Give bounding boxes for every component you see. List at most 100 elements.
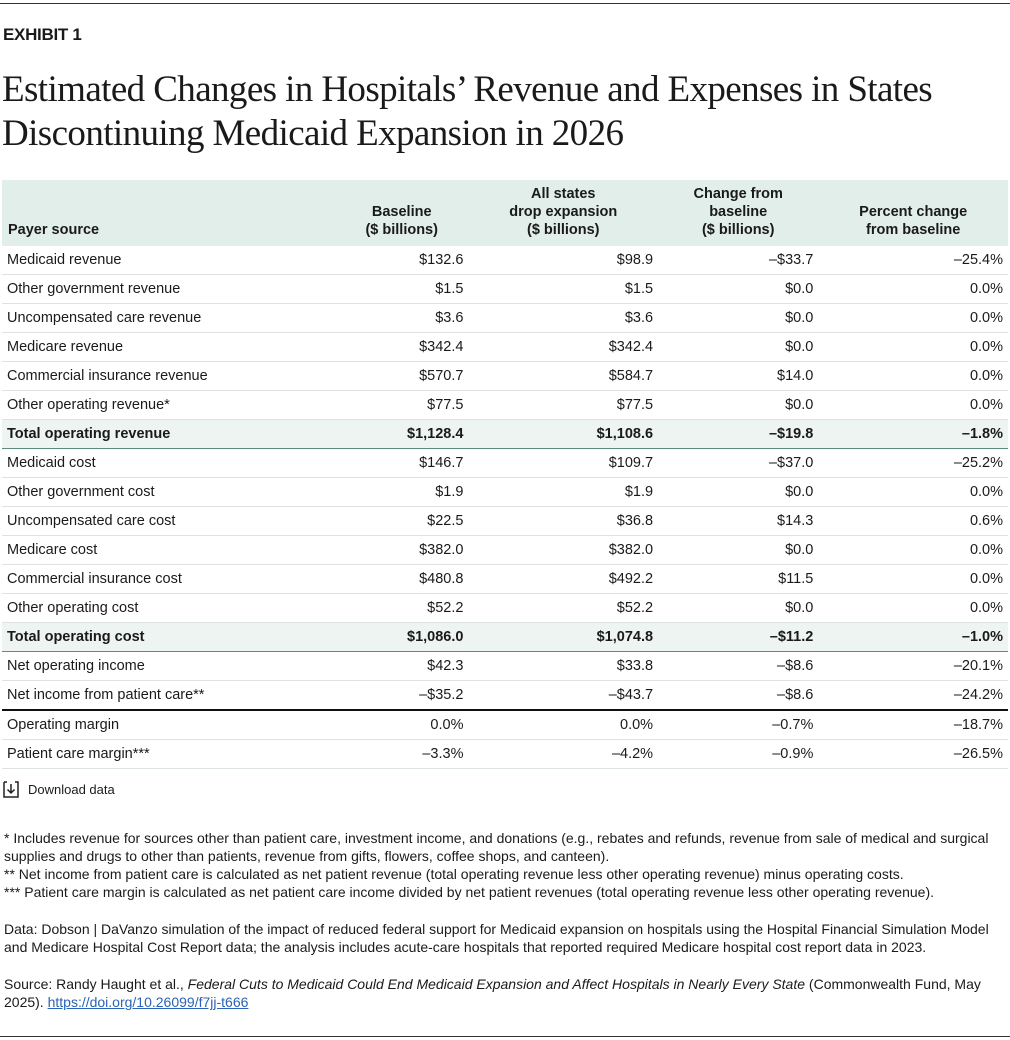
row-label: Medicare cost <box>2 535 335 565</box>
download-text[interactable]: Download data <box>28 782 115 797</box>
title: Estimated Changes in Hospitals’ Revenue … <box>2 69 933 154</box>
row-label: Total operating cost <box>2 622 335 652</box>
table-row: Medicare cost $382.0 $382.0 $0.0 0.0% <box>2 535 1008 565</box>
cell: –18.7% <box>818 710 1008 740</box>
cell: $0.0 <box>658 593 819 623</box>
table-row: Net operating income $42.3 $33.8 –$8.6 –20.1… <box>2 651 1008 681</box>
cell: $52.2 <box>468 593 659 623</box>
cell: $570.7 <box>334 361 469 391</box>
cell: 0.0% <box>818 564 1008 594</box>
data-note: Data: Dobson | DaVanzo simulation of the… <box>4 920 1004 956</box>
table-row: Other government revenue $1.5 $1.5 $0.0 0.0% <box>2 274 1008 304</box>
cell: 0.6% <box>818 506 1008 536</box>
cell: 0.0% <box>468 710 659 740</box>
footnote: * Includes revenue for sources other tha… <box>4 830 989 864</box>
cell: $77.5 <box>334 390 469 420</box>
cell: $109.7 <box>468 448 659 478</box>
table-row: Uncompensated care cost $22.5 $36.8 $14.3 0.… <box>2 506 1008 536</box>
download-icon <box>3 781 19 798</box>
cell: $11.5 <box>658 564 819 594</box>
cell: –$19.8 <box>658 419 819 449</box>
table-row: Patient care margin*** –3.3% –4.2% –0.9% –26… <box>2 739 1008 769</box>
row-label: Total operating revenue <box>2 419 335 449</box>
row-label: Uncompensated care cost <box>2 506 335 536</box>
column-header: Baseline ($ billions) <box>334 180 469 246</box>
cell: –25.4% <box>818 246 1008 275</box>
cell: $1,108.6 <box>468 419 659 449</box>
cell: $1,074.8 <box>468 622 659 652</box>
table-row: Medicaid revenue $132.6 $98.9 –$33.7 –25.4% <box>2 246 1008 275</box>
row-label: Other operating revenue* <box>2 390 335 420</box>
exhibit-label: EXHIBIT 1 <box>3 25 82 44</box>
cell: $342.4 <box>468 332 659 362</box>
download-link[interactable]: Download data <box>3 781 115 798</box>
cell: $382.0 <box>334 535 469 565</box>
data-table: Payer source Baseline ($ billions) All sta… <box>2 180 1008 769</box>
cell: $3.6 <box>334 303 469 333</box>
table-row: Medicare revenue $342.4 $342.4 $0.0 0.0% <box>2 332 1008 362</box>
cell: 0.0% <box>818 593 1008 623</box>
row-label: Net income from patient care** <box>2 680 335 711</box>
table-row: Commercial insurance revenue $570.7 $584.7… <box>2 361 1008 391</box>
cell: –$8.6 <box>658 651 819 681</box>
cell: 0.0% <box>818 332 1008 362</box>
cell: $3.6 <box>468 303 659 333</box>
cell: $77.5 <box>468 390 659 420</box>
header-row: Payer source Baseline ($ billions) All sta… <box>2 180 1008 246</box>
cell: –$35.2 <box>334 680 469 711</box>
footnote: *** Patient care margin is calculated as… <box>4 884 934 900</box>
cell: 0.0% <box>818 274 1008 304</box>
cell: 0.0% <box>818 390 1008 420</box>
top-rule <box>0 3 1010 4</box>
source-suffix: (Commonwealth Fund, May 2025). <box>4 976 981 1010</box>
cell: $1.9 <box>334 477 469 507</box>
cell: –0.9% <box>658 739 819 769</box>
cell: –26.5% <box>818 739 1008 769</box>
cell: –$43.7 <box>468 680 659 711</box>
cell: $480.8 <box>334 564 469 594</box>
source-text: Source: Randy Haught et al., Federal Cut… <box>4 975 1004 1011</box>
cell: $0.0 <box>658 274 819 304</box>
bottom-rule <box>0 1036 1010 1037</box>
cell: –$37.0 <box>658 448 819 478</box>
footnote: ** Net income from patient care is calcu… <box>4 866 904 882</box>
table-row: Operating margin 0.0% 0.0% –0.7% –18.7% <box>2 710 1008 740</box>
cell: $36.8 <box>468 506 659 536</box>
cell: $98.9 <box>468 246 659 275</box>
row-label: Uncompensated care revenue <box>2 303 335 333</box>
cell: 0.0% <box>818 303 1008 333</box>
column-header: All states drop expansion ($ billions) <box>468 180 659 246</box>
cell: $584.7 <box>468 361 659 391</box>
data-note-text: Data: Dobson | DaVanzo simulation of the… <box>4 921 989 955</box>
cell: –25.2% <box>818 448 1008 478</box>
cell: –$11.2 <box>658 622 819 652</box>
cell: $22.5 <box>334 506 469 536</box>
source-link[interactable]: https://doi.org/10.26099/f7jj-t666 <box>47 994 249 1010</box>
table-row: Other operating revenue* $77.5 $77.5 $0.0 0.… <box>2 390 1008 420</box>
cell: 0.0% <box>334 710 469 740</box>
row-label: Patient care margin*** <box>2 739 335 769</box>
table-row: Net income from patient care** –$35.2 –$43… <box>2 680 1008 711</box>
footnotes: * Includes revenue for sources other tha… <box>4 829 1004 901</box>
cell: –4.2% <box>468 739 659 769</box>
cell: 0.0% <box>818 535 1008 565</box>
cell: –3.3% <box>334 739 469 769</box>
cell: $33.8 <box>468 651 659 681</box>
cell: 0.0% <box>818 477 1008 507</box>
row-label: Medicaid cost <box>2 448 335 478</box>
cell: $14.3 <box>658 506 819 536</box>
cell: $1.5 <box>468 274 659 304</box>
cell: –0.7% <box>658 710 819 740</box>
cell: –$8.6 <box>658 680 819 711</box>
cell: $1,086.0 <box>334 622 469 652</box>
cell: $1,128.4 <box>334 419 469 449</box>
cell: $146.7 <box>334 448 469 478</box>
cell: $0.0 <box>658 477 819 507</box>
cell: $52.2 <box>334 593 469 623</box>
cell: –1.8% <box>818 419 1008 449</box>
column-header: Change from baseline ($ billions) <box>658 180 819 246</box>
source: Source: Randy Haught et al., Federal Cut… <box>4 975 1004 1011</box>
column-header: Percent change from baseline <box>818 180 1008 246</box>
row-label: Medicaid revenue <box>2 246 335 275</box>
